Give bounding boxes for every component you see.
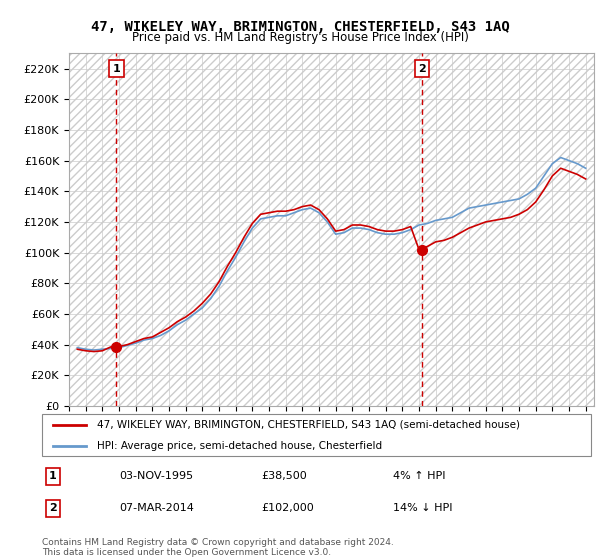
Text: 03-NOV-1995: 03-NOV-1995 bbox=[119, 471, 193, 481]
Text: £102,000: £102,000 bbox=[262, 503, 314, 514]
Text: 14% ↓ HPI: 14% ↓ HPI bbox=[394, 503, 453, 514]
Text: Price paid vs. HM Land Registry's House Price Index (HPI): Price paid vs. HM Land Registry's House … bbox=[131, 31, 469, 44]
Text: 47, WIKELEY WAY, BRIMINGTON, CHESTERFIELD, S43 1AQ (semi-detached house): 47, WIKELEY WAY, BRIMINGTON, CHESTERFIEL… bbox=[97, 420, 520, 430]
Text: Contains HM Land Registry data © Crown copyright and database right 2024.
This d: Contains HM Land Registry data © Crown c… bbox=[42, 538, 394, 557]
Text: HPI: Average price, semi-detached house, Chesterfield: HPI: Average price, semi-detached house,… bbox=[97, 441, 382, 451]
Text: 07-MAR-2014: 07-MAR-2014 bbox=[119, 503, 194, 514]
Text: 1: 1 bbox=[49, 471, 57, 481]
Text: 1: 1 bbox=[112, 64, 120, 74]
Text: 4% ↑ HPI: 4% ↑ HPI bbox=[394, 471, 446, 481]
Text: 2: 2 bbox=[418, 64, 426, 74]
Text: 47, WIKELEY WAY, BRIMINGTON, CHESTERFIELD, S43 1AQ: 47, WIKELEY WAY, BRIMINGTON, CHESTERFIEL… bbox=[91, 20, 509, 34]
FancyBboxPatch shape bbox=[42, 414, 591, 456]
Text: 2: 2 bbox=[49, 503, 57, 514]
Text: £38,500: £38,500 bbox=[262, 471, 307, 481]
